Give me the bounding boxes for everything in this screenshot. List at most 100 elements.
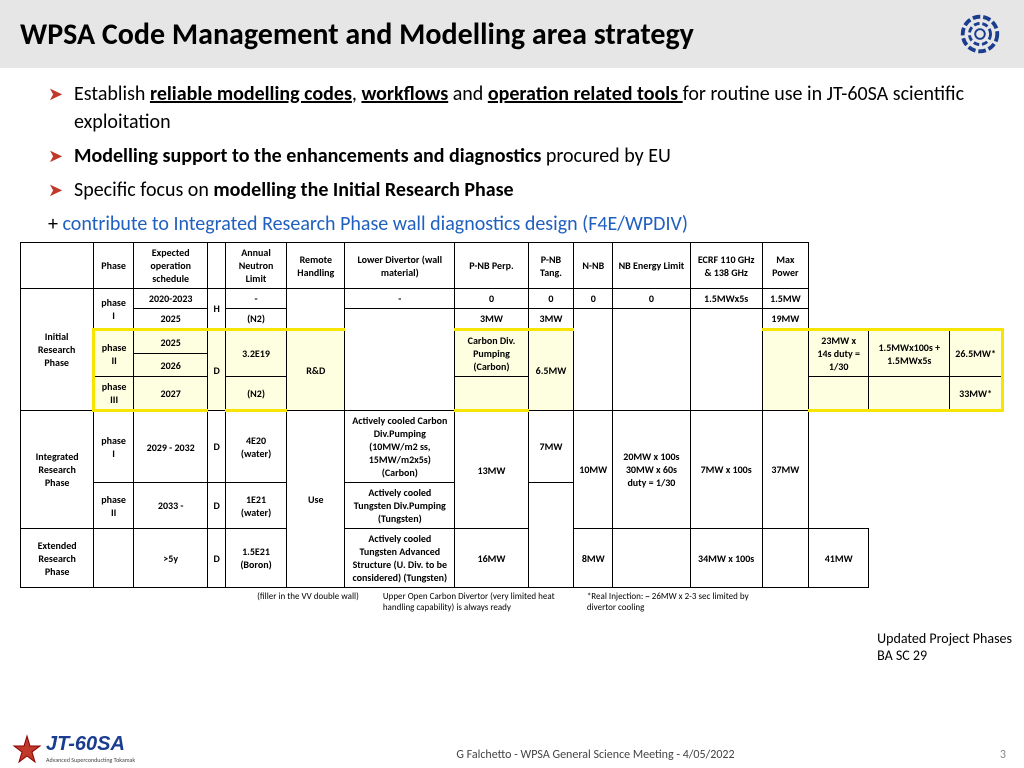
cell: (N2) <box>225 377 287 411</box>
footer-text: G Falchetto - WPSA General Science Meeti… <box>456 748 734 762</box>
cell: 3MW <box>455 309 528 330</box>
cell: 1E21 (water) <box>225 483 287 529</box>
cell <box>455 377 528 411</box>
cell: phase II <box>94 330 134 377</box>
cell <box>809 377 869 411</box>
cell: 2025 <box>133 309 207 330</box>
star-icon <box>12 734 42 764</box>
cell: 2027 <box>133 377 207 411</box>
th-rh: Remote Handling <box>287 243 345 289</box>
cell: 6.5MW <box>528 330 574 411</box>
plus-line: + contribute to Integrated Research Phas… <box>0 212 1024 242</box>
bullet-2: Modelling support to the enhancements an… <box>48 142 988 170</box>
th-neut: Annual Neutron Limit <box>225 243 287 289</box>
cell <box>528 483 574 588</box>
bullet-list: Establish reliable modelling codes, work… <box>0 68 1024 212</box>
cell: phase I <box>94 289 134 330</box>
table-row-hl: phase II 2025 D 3.2E19 R&D Carbon Div. P… <box>21 330 1003 354</box>
cell: 10MW <box>574 411 613 529</box>
cell <box>613 309 690 411</box>
cell: 7MW x 100s <box>690 411 762 529</box>
footnote-1: (filler in the VV double wall) <box>257 591 359 613</box>
cell: 8MW <box>574 529 613 588</box>
cell: 34MW x 100s <box>690 529 762 588</box>
cell-group1: Initial Research Phase <box>21 289 94 411</box>
cell <box>869 377 950 411</box>
th-nbe: NB Energy Limit <box>613 243 690 289</box>
cell <box>690 309 762 411</box>
th-ecrf: ECRF 110 GHz & 138 GHz <box>690 243 762 289</box>
table-row: Initial Research Phase phase I 2020-2023… <box>21 289 1003 309</box>
cell: 3.2E19 <box>225 330 287 377</box>
cell: 3MW <box>528 309 574 330</box>
cell: 7MW <box>528 411 574 483</box>
side-note: Updated Project Phases BA SC 29 <box>877 630 1012 664</box>
footnote-3: *Real Injection: ~ 26MW x 2-3 sec limite… <box>587 591 767 613</box>
cell-group2: Integrated Research Phase <box>21 411 94 529</box>
cell <box>287 289 345 330</box>
logo-text: JT-60SA <box>46 733 135 756</box>
cell <box>345 309 455 411</box>
cell: 19MW <box>762 309 808 330</box>
th-max: Max Power <box>762 243 808 289</box>
cell: 2020-2023 <box>133 289 207 309</box>
cell: 1.5MWx5s <box>690 289 762 309</box>
cell: (N2) <box>225 309 287 330</box>
phases-table-wrap: Phase Expected operation schedule Annual… <box>0 242 1024 588</box>
cell: 1.5MWx100s + 1.5MWx5s <box>869 330 950 377</box>
cell: phase I <box>94 411 134 483</box>
cell: 0 <box>528 289 574 309</box>
cell: 2026 <box>133 354 207 377</box>
cell-group3: Extended Research Phase <box>21 529 94 588</box>
cell: phase II <box>94 483 134 529</box>
phases-table: Phase Expected operation schedule Annual… <box>20 242 1004 588</box>
page-number: 3 <box>1000 748 1006 762</box>
cell: 0 <box>455 289 528 309</box>
bullet-1: Establish reliable modelling codes, work… <box>48 80 988 136</box>
bullet-3: Specific focus on modelling the Initial … <box>48 176 988 204</box>
cell: 13MW <box>455 411 528 529</box>
th-group <box>21 243 94 289</box>
th-divertor: Lower Divertor (wall material) <box>345 243 455 289</box>
th-nnb: N-NB <box>574 243 613 289</box>
ring-logo-icon <box>956 10 1004 58</box>
title-bar: WPSA Code Management and Modelling area … <box>0 0 1024 68</box>
cell: 2033 - <box>133 483 207 529</box>
cell <box>94 529 134 588</box>
cell: 0 <box>574 289 613 309</box>
cell: Actively cooled Carbon Div.Pumping (10MW… <box>345 411 455 483</box>
table-row: Extended Research Phase >5y D 1.5E21 (Bo… <box>21 529 1003 588</box>
page-title: WPSA Code Management and Modelling area … <box>20 16 694 53</box>
cell: 41MW <box>809 529 869 588</box>
cell: D <box>208 411 225 483</box>
footnote-2: Upper Open Carbon Divertor (very limited… <box>383 591 563 613</box>
th-pnbt: P-NB Tang. <box>528 243 574 289</box>
cell: 1.5MW <box>762 289 808 309</box>
table-row: Integrated Research Phase phase I 2029 -… <box>21 411 1003 483</box>
cell: Carbon Div. Pumping (Carbon) <box>455 330 528 377</box>
th-pnbp: P-NB Perp. <box>455 243 528 289</box>
cell: H <box>208 289 225 330</box>
cell: 16MW <box>455 529 528 588</box>
cell <box>574 309 613 411</box>
cell <box>762 330 808 411</box>
cell: Actively cooled Tungsten Div.Pumping (Tu… <box>345 483 455 529</box>
cell: 4E20 (water) <box>225 411 287 483</box>
cell: D <box>208 529 225 588</box>
table-row-hl: phase III 2027 (N2) 33MW* <box>21 377 1003 411</box>
cell: - <box>345 289 455 309</box>
cell: phase III <box>94 377 134 411</box>
cell: 1.5E21 (Boron) <box>225 529 287 588</box>
table-footnotes: (filler in the VV double wall) Upper Ope… <box>0 588 1024 613</box>
table-row: 2025 (N2) 3MW 3MW 19MW <box>21 309 1003 330</box>
cell: >5y <box>133 529 207 588</box>
th-phase: Phase <box>94 243 134 289</box>
jt60sa-logo: JT-60SA Advanced Superconducting Tokamak <box>12 733 135 764</box>
cell: - <box>225 289 287 309</box>
cell: Actively cooled Tungsten Advanced Struct… <box>345 529 455 588</box>
th-sched: Expected operation schedule <box>133 243 207 289</box>
cell <box>613 529 690 588</box>
cell: 20MW x 100s 30MW x 60s duty = 1/30 <box>613 411 690 529</box>
cell: R&D <box>287 330 345 411</box>
cell: D <box>208 330 225 411</box>
